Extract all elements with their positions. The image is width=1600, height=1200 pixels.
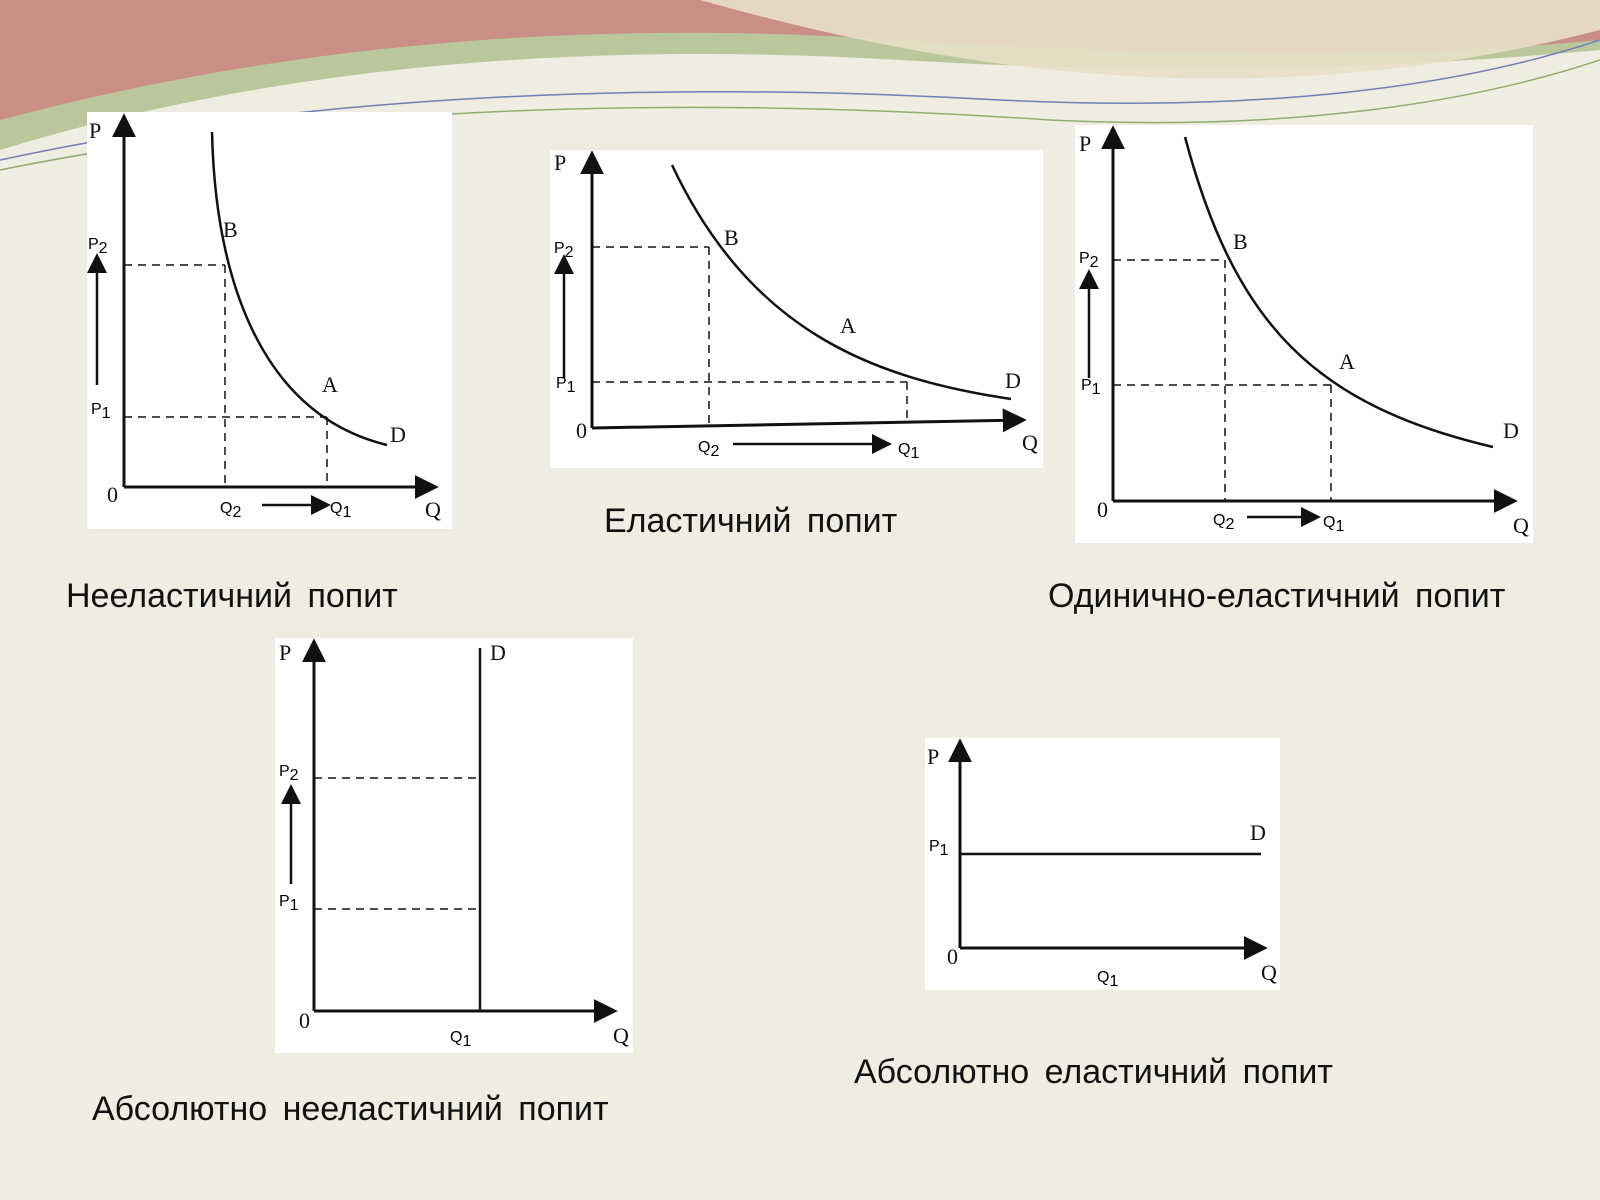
p1-label: P1 bbox=[91, 401, 111, 422]
point-a-label: A bbox=[322, 372, 338, 397]
demand-curve bbox=[670, 164, 1012, 401]
price-axis-label: P bbox=[89, 118, 101, 143]
point-b-label: B bbox=[223, 217, 238, 242]
quantity-axis bbox=[591, 408, 1027, 433]
point-a-label: A bbox=[1339, 349, 1355, 374]
demand-label: D bbox=[1005, 368, 1021, 393]
unit-elastic-demand-diagram: P Q 0 D B A P2 P1 Q2 Q1 bbox=[1075, 125, 1533, 543]
demand-label: D bbox=[1250, 820, 1266, 845]
price-axis-label: P bbox=[927, 744, 939, 769]
p1-label: P1 bbox=[556, 375, 576, 396]
p2-label: P2 bbox=[279, 763, 299, 784]
perfectly-inelastic-demand-diagram: P Q 0 D P2 P1 Q1 bbox=[275, 638, 633, 1053]
quantity-axis-label: Q bbox=[425, 497, 441, 522]
demand-label: D bbox=[490, 640, 506, 665]
demand-label: D bbox=[390, 422, 406, 447]
unit-elastic-caption: Одинично-еластичний попит bbox=[1048, 577, 1506, 615]
quantity-axis-label: Q bbox=[1261, 960, 1277, 985]
inelastic-caption: Нееластичний попит bbox=[66, 577, 398, 615]
price-axis-label: P bbox=[1079, 131, 1091, 156]
elastic-caption: Еластичний попит bbox=[604, 502, 898, 540]
quantity-axis-label: Q bbox=[613, 1023, 629, 1048]
p1-label: P1 bbox=[1081, 377, 1101, 398]
quantity-axis-label: Q bbox=[1022, 430, 1038, 455]
origin-label: 0 bbox=[947, 944, 958, 969]
q2-label: Q2 bbox=[220, 500, 241, 521]
p1-label: P1 bbox=[279, 893, 299, 914]
origin-label: 0 bbox=[107, 482, 118, 507]
perfectly-inelastic-caption: Абсолютно нееластичний попит bbox=[92, 1090, 609, 1128]
perfectly-elastic-caption: Абсолютно еластичний попит bbox=[854, 1053, 1333, 1091]
perfectly-elastic-demand-diagram: P Q 0 D P1 Q1 bbox=[925, 738, 1280, 990]
point-b-label: B bbox=[1233, 229, 1248, 254]
point-b-label: B bbox=[724, 225, 739, 250]
q2-label: Q2 bbox=[1213, 512, 1234, 533]
q1-label: Q1 bbox=[898, 441, 919, 462]
p2-label: P2 bbox=[88, 236, 108, 257]
q2-label: Q2 bbox=[698, 439, 719, 460]
price-axis-label: P bbox=[279, 640, 291, 665]
price-axis-label: P bbox=[554, 150, 566, 175]
demand-curve bbox=[210, 131, 388, 447]
q1-label: Q1 bbox=[330, 500, 351, 521]
p2-label: P2 bbox=[1079, 250, 1099, 271]
origin-label: 0 bbox=[1097, 497, 1108, 522]
q1-label: Q1 bbox=[1097, 969, 1118, 990]
origin-label: 0 bbox=[299, 1008, 310, 1033]
quantity-axis-label: Q bbox=[1513, 513, 1529, 538]
demand-label: D bbox=[1503, 418, 1519, 443]
p1-label: P1 bbox=[929, 838, 949, 859]
elastic-demand-diagram: P Q 0 D B A P2 P1 Q2 Q1 bbox=[550, 150, 1043, 468]
point-a-label: A bbox=[840, 313, 856, 338]
wave-band-light bbox=[700, 0, 1600, 79]
origin-label: 0 bbox=[576, 418, 587, 443]
q1-label: Q1 bbox=[1323, 514, 1344, 535]
p2-label: P2 bbox=[554, 240, 574, 261]
q1-label: Q1 bbox=[450, 1029, 471, 1050]
inelastic-demand-diagram: P Q 0 D B A P2 P1 Q2 Q1 bbox=[87, 112, 452, 529]
demand-curve bbox=[1183, 136, 1494, 449]
